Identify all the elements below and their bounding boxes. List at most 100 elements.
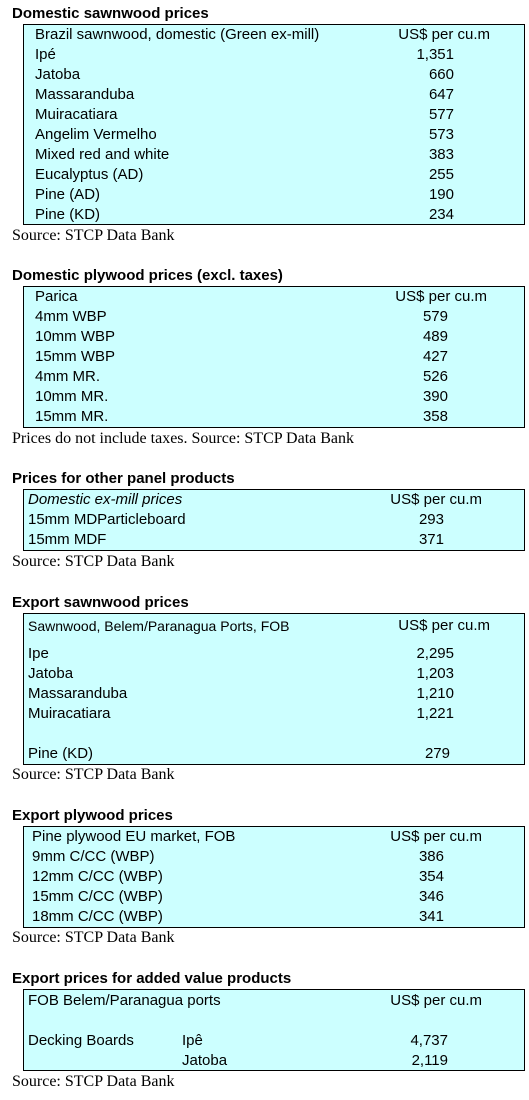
group-label: Decking Boards (28, 1032, 134, 1049)
domestic-plywood-title: Domestic plywood prices (excl. taxes) (12, 267, 283, 284)
row-value: 279 (424, 745, 450, 762)
header-unit: US$ per cu.m (398, 617, 490, 634)
row-label: Mixed red and white (35, 146, 170, 163)
table-row: Massaranduba 647 (24, 85, 524, 105)
domestic-sawnwood-title: Domestic sawnwood prices (12, 5, 209, 22)
row-label: Jatoba (182, 1052, 228, 1069)
source-note: Source: STCP Data Bank (12, 227, 175, 244)
export-sawnwood-table: Sawnwood, Belem/Paranagua Ports, FOB US$… (23, 613, 525, 765)
row-label: Massaranduba (35, 86, 135, 103)
table-row: Massaranduba 1,210 (24, 684, 524, 704)
table-row: Decking Boards Ipê 4,737 (24, 1031, 524, 1051)
other-panels-table: Domestic ex-mill prices US$ per cu.m 15m… (23, 489, 525, 551)
row-label: Ipe (28, 645, 49, 662)
row-value: 371 (418, 531, 444, 548)
row-label: Ipé (35, 46, 56, 63)
header-unit: US$ per cu.m (395, 288, 487, 305)
row-label: Jatoba (35, 66, 81, 83)
row-label: Pine (KD) (35, 206, 101, 223)
row-label: 15mm MDF (28, 531, 107, 548)
row-label: Angelim Vermelho (35, 126, 157, 143)
row-value: 1,351 (416, 46, 454, 63)
row-value: 341 (418, 908, 444, 925)
source-note: Source: STCP Data Bank (12, 1073, 175, 1090)
table-row: 4mm MR. 526 (24, 367, 524, 387)
header-unit: US$ per cu.m (390, 491, 482, 508)
row-label: 10mm MR. (35, 388, 109, 405)
other-panels-title: Prices for other panel products (12, 470, 235, 487)
table-row: Jatoba 2,119 (24, 1051, 524, 1071)
export-plywood-table: Pine plywood EU market, FOB US$ per cu.m… (23, 826, 525, 928)
table-row: 10mm WBP 489 (24, 327, 524, 347)
header-unit: US$ per cu.m (390, 828, 482, 845)
table-row: 15mm MDParticleboard 293 (24, 510, 524, 530)
header-unit: US$ per cu.m (390, 992, 482, 1009)
row-label: 18mm C/CC (WBP) (32, 908, 163, 925)
table-header: FOB Belem/Paranagua ports US$ per cu.m (24, 991, 524, 1011)
row-label: 4mm WBP (35, 308, 107, 325)
row-label: Eucalyptus (AD) (35, 166, 144, 183)
table-row: 18mm C/CC (WBP) 341 (24, 907, 524, 927)
export-sawnwood-title: Export sawnwood prices (12, 594, 189, 611)
row-value: 346 (418, 888, 444, 905)
row-label: Jatoba (28, 665, 74, 682)
table-row: 9mm C/CC (WBP) 386 (24, 847, 524, 867)
table-header: Pine plywood EU market, FOB US$ per cu.m (24, 827, 524, 847)
table-row: 15mm MDF 371 (24, 530, 524, 550)
header-label: Domestic ex-mill prices (28, 491, 183, 508)
row-value: 660 (428, 66, 454, 83)
row-value: 234 (428, 206, 454, 223)
row-value: 4,737 (410, 1032, 448, 1049)
table-row: Pine (AD) 190 (24, 185, 524, 205)
table-row: Jatoba 660 (24, 65, 524, 85)
export-plywood-title: Export plywood prices (12, 807, 173, 824)
source-note: Source: STCP Data Bank (12, 553, 175, 570)
source-note: Prices do not include taxes. Source: STC… (12, 430, 355, 447)
domestic-sawnwood-table: Brazil sawnwood, domestic (Green ex-mill… (23, 24, 525, 225)
row-value: 579 (422, 308, 448, 325)
table-row: Pine (KD) 234 (24, 205, 524, 225)
row-label: 15mm MDParticleboard (28, 511, 186, 528)
table-row: Pine (KD) 279 (24, 744, 524, 764)
row-value: 573 (428, 126, 454, 143)
source-note: Source: STCP Data Bank (12, 929, 175, 946)
table-row: Ipe 2,295 (24, 644, 524, 664)
table-row: 15mm WBP 427 (24, 347, 524, 367)
row-label: 10mm WBP (35, 328, 116, 345)
domestic-plywood-table: Parica US$ per cu.m 4mm WBP 579 10mm WBP 4… (23, 286, 525, 428)
table-header: Parica US$ per cu.m (24, 287, 524, 307)
table-row: 12mm C/CC (WBP) 354 (24, 867, 524, 887)
row-value: 577 (428, 106, 454, 123)
row-value: 427 (422, 348, 448, 365)
row-value: 293 (418, 511, 444, 528)
row-label: Pine (AD) (35, 186, 101, 203)
table-header: Brazil sawnwood, domestic (Green ex-mill… (24, 25, 524, 45)
header-label: FOB Belem/Paranagua ports (28, 992, 221, 1009)
row-label: Muiracatiara (35, 106, 118, 123)
row-value: 390 (422, 388, 448, 405)
row-label: 4mm MR. (35, 368, 100, 385)
row-label: 15mm WBP (35, 348, 116, 365)
table-row: 15mm MR. 358 (24, 407, 524, 427)
header-label: Brazil sawnwood, domestic (Green ex-mill… (35, 26, 320, 43)
row-label: 15mm C/CC (WBP) (32, 888, 163, 905)
row-value: 2,119 (411, 1052, 448, 1069)
row-value: 1,221 (416, 705, 454, 722)
table-row: Muiracatiara 577 (24, 105, 524, 125)
table-row: Jatoba 1,203 (24, 664, 524, 684)
row-value: 383 (428, 146, 454, 163)
row-label: Ipê (182, 1032, 203, 1049)
row-value: 190 (428, 186, 454, 203)
table-row: Eucalyptus (AD) 255 (24, 165, 524, 185)
source-note: Source: STCP Data Bank (12, 766, 175, 783)
table-row: Ipé 1,351 (24, 45, 524, 65)
row-value: 1,210 (416, 685, 454, 702)
row-value: 1,203 (416, 665, 454, 682)
table-row: Muiracatiara 1,221 (24, 704, 524, 724)
header-label: Parica (35, 288, 78, 305)
row-label: 9mm C/CC (WBP) (32, 848, 155, 865)
row-value: 358 (422, 408, 448, 425)
row-value: 489 (422, 328, 448, 345)
added-value-title: Export prices for added value products (12, 970, 292, 987)
header-label: Pine plywood EU market, FOB (32, 828, 236, 845)
